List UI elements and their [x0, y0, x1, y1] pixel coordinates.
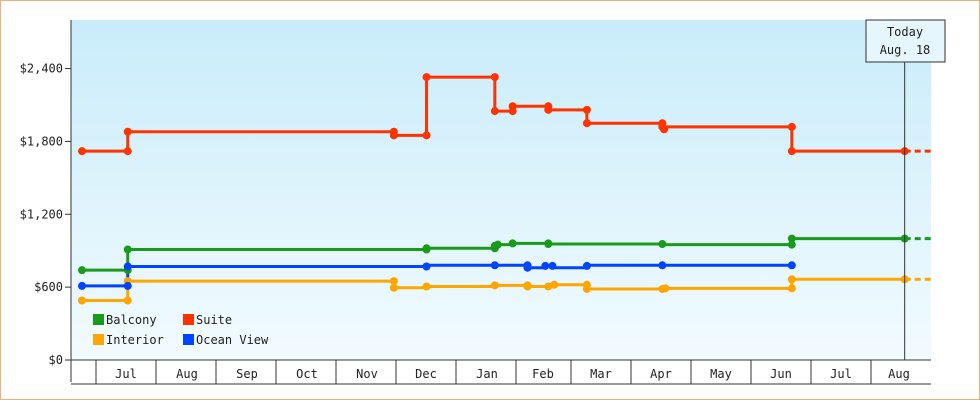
data-point-ocean-view — [490, 261, 499, 270]
data-point-balcony — [123, 245, 132, 254]
data-point-ocean-view — [422, 262, 431, 271]
x-tick-label: Apr — [650, 367, 672, 381]
data-point-ocean-view — [123, 262, 132, 271]
data-point-interior — [490, 281, 499, 290]
legend-label-interior: Interior — [106, 333, 164, 347]
data-point-suite — [422, 131, 431, 140]
x-tick-label: Jan — [476, 367, 498, 381]
data-point-suite — [389, 131, 398, 140]
series-line-ocean-view — [82, 263, 792, 288]
data-point-suite — [490, 107, 499, 116]
data-point-interior — [389, 277, 398, 286]
x-axis: Jul Aug Sep Oct Nov Dec Jan Feb Mar Apr May Jun Jul A… — [71, 359, 931, 385]
legend-swatch-ocean-view — [183, 334, 194, 345]
y-axis: $0 $600 $1,200 $1,800 $2,400 — [20, 20, 72, 382]
data-point-suite — [123, 147, 132, 156]
data-point-balcony — [658, 240, 667, 249]
today-box — [865, 19, 946, 63]
x-tick-label: Sep — [236, 367, 258, 381]
x-tick-label: Feb — [532, 367, 554, 381]
y-tick-label: $600 — [34, 280, 63, 294]
x-tick-label: Oct — [296, 367, 318, 381]
data-point-suite — [544, 105, 553, 114]
data-point-suite — [78, 147, 86, 156]
data-point-interior — [523, 282, 532, 291]
data-point-interior — [787, 275, 796, 284]
data-point-balcony — [787, 240, 796, 249]
data-point-ocean-view — [787, 261, 796, 270]
x-tick-label: Jun — [770, 367, 792, 381]
today-label: Today — [887, 25, 923, 39]
legend: Balcony Suite Interior Ocean View — [93, 313, 269, 347]
data-point-ocean-view — [123, 281, 132, 290]
data-point-balcony — [493, 240, 502, 249]
legend-label-balcony: Balcony — [106, 313, 157, 327]
data-point-ocean-view — [78, 281, 86, 290]
y-tick-label: $1,200 — [20, 207, 63, 221]
data-point-suite — [582, 105, 591, 114]
legend-label-suite: Suite — [196, 313, 232, 327]
data-point-suite — [787, 147, 796, 156]
data-point-ocean-view — [582, 261, 591, 270]
data-point-interior — [661, 284, 670, 293]
x-tick-label: Jul — [115, 367, 137, 381]
series-layer — [78, 73, 932, 305]
data-point-suite — [490, 73, 499, 82]
data-point-balcony — [78, 266, 86, 275]
data-point-balcony — [544, 240, 553, 249]
x-tick-label: Jul — [830, 367, 852, 381]
x-tick-label: Aug — [888, 367, 910, 381]
data-point-interior — [787, 284, 796, 293]
data-point-interior — [550, 280, 559, 289]
data-point-interior — [422, 282, 431, 291]
x-tick-label: Dec — [415, 367, 437, 381]
data-point-ocean-view — [658, 261, 667, 270]
x-tick-label: Nov — [356, 367, 378, 381]
data-point-suite — [582, 119, 591, 128]
data-point-suite — [660, 125, 669, 134]
plot-background — [71, 20, 931, 360]
legend-swatch-suite — [183, 314, 194, 325]
data-point-suite — [422, 73, 431, 82]
data-point-interior — [78, 296, 86, 305]
legend-swatch-balcony — [93, 314, 104, 325]
x-tick-label: Mar — [590, 367, 612, 381]
today-date: Aug. 18 — [880, 43, 931, 57]
today-marker: Today Aug. 18 — [865, 19, 946, 360]
data-point-interior — [582, 284, 591, 293]
x-tick-label: Aug — [176, 367, 198, 381]
data-point-suite — [787, 122, 796, 131]
data-point-suite — [123, 127, 132, 136]
y-tick-label: $1,800 — [20, 134, 63, 148]
legend-label-ocean-view: Ocean View — [196, 333, 269, 347]
data-point-ocean-view — [548, 261, 557, 270]
data-point-suite — [508, 102, 517, 111]
data-point-balcony — [787, 234, 796, 243]
y-tick-label: $2,400 — [20, 62, 63, 76]
x-tick-label: May — [710, 367, 732, 381]
data-point-interior — [123, 296, 132, 305]
data-point-balcony — [508, 239, 517, 248]
y-tick-label: $0 — [49, 353, 63, 367]
legend-swatch-interior — [93, 334, 104, 345]
data-point-balcony — [422, 244, 431, 253]
data-point-ocean-view — [541, 261, 550, 270]
data-point-ocean-view — [523, 263, 532, 272]
data-point-interior — [389, 283, 398, 292]
